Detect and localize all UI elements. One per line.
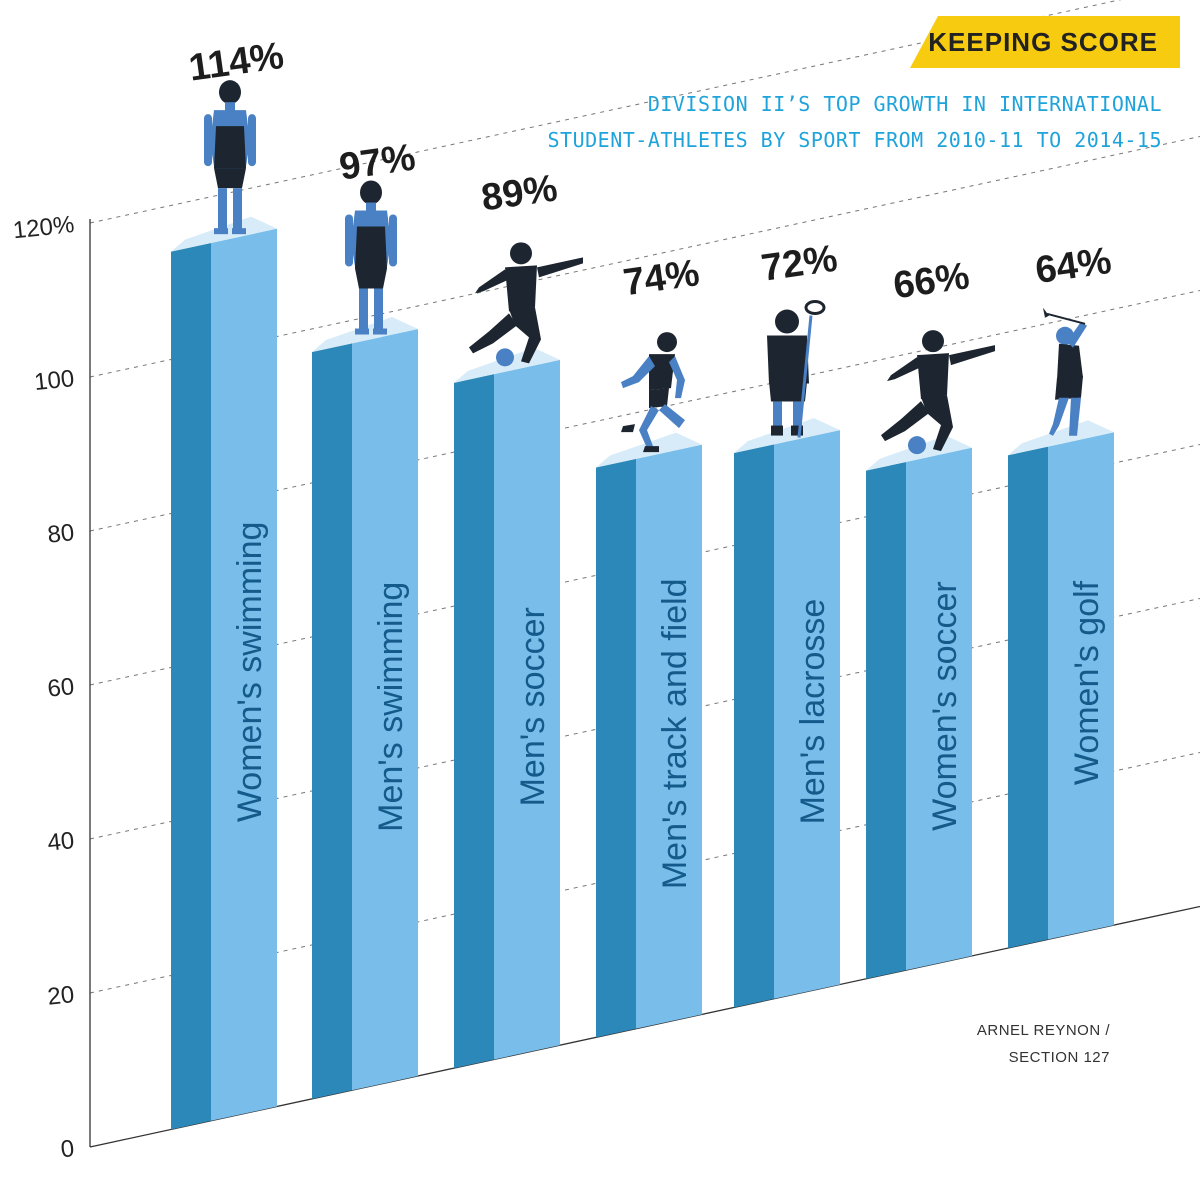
- bar-side: [734, 444, 774, 1008]
- bar-group: Men's swimming: [312, 317, 418, 1099]
- bar-side: [596, 458, 636, 1038]
- bar-group: Women's golf: [1008, 420, 1114, 949]
- bar: [211, 228, 277, 1121]
- bar-top: [734, 418, 840, 454]
- y-tick-label: 80: [46, 519, 75, 549]
- bar-group: Men's track and field: [596, 432, 702, 1038]
- value-label: 97%: [337, 137, 418, 189]
- bars: Women's swimming Men's swimming Men's socc…: [171, 216, 1114, 1130]
- bar: [494, 359, 560, 1060]
- y-tick-label: 60: [46, 673, 75, 703]
- bar: [906, 447, 972, 971]
- bar: [1048, 432, 1114, 940]
- bar: [636, 444, 702, 1029]
- bar-group: Women's swimming: [171, 216, 277, 1130]
- soccer-player-icon: [469, 242, 583, 367]
- y-tick-label: 40: [46, 827, 75, 857]
- value-label: 114%: [186, 35, 286, 90]
- bar-group: Women's soccer: [866, 435, 972, 979]
- soccer-player-icon: [881, 330, 995, 455]
- bar-side: [1008, 446, 1048, 949]
- y-axis: 0 20 40 60 80 100 120%: [12, 211, 91, 1163]
- bar-side: [312, 343, 352, 1099]
- athlete-figures: [204, 80, 1087, 455]
- bar-side: [454, 374, 494, 1069]
- bar-side: [866, 461, 906, 979]
- bar-group: Men's soccer: [454, 347, 560, 1069]
- y-tick-label: 100: [33, 365, 76, 396]
- category-label: Women's golf: [1068, 580, 1106, 785]
- y-tick-label: 0: [59, 1135, 75, 1163]
- chart-title-line-1: DIVISION II’S TOP GROWTH IN INTERNATIONA…: [647, 92, 1162, 116]
- bar-top: [1008, 420, 1114, 456]
- golfer-icon: [1043, 307, 1087, 436]
- category-label: Men's track and field: [656, 578, 694, 889]
- bar-side: [171, 242, 211, 1130]
- bar-group: Men's lacrosse: [734, 418, 840, 1008]
- category-label: Men's swimming: [372, 582, 410, 832]
- y-tick-label: 120%: [12, 211, 76, 244]
- value-label: 64%: [1033, 240, 1114, 292]
- swimmer-icon: [204, 80, 256, 235]
- bar: [774, 430, 840, 999]
- credit-line-2: SECTION 127: [1008, 1049, 1110, 1066]
- y-tick-label: 20: [46, 981, 75, 1011]
- category-label: Women's soccer: [926, 581, 964, 831]
- value-label: 89%: [479, 167, 560, 219]
- swimmer-icon: [345, 180, 397, 335]
- runner-icon: [621, 332, 685, 453]
- category-label: Women's swimming: [231, 522, 269, 823]
- value-label: 66%: [891, 255, 972, 307]
- chart-title-line-2: STUDENT-ATHLETES BY SPORT FROM 2010-11 T…: [547, 128, 1162, 152]
- category-label: Men's lacrosse: [794, 599, 832, 825]
- value-label: 74%: [621, 252, 702, 304]
- value-labels: 114% 97% 89% 74% 72% 66% 64%: [186, 35, 1114, 307]
- bar: [352, 329, 418, 1091]
- value-label: 72%: [759, 238, 840, 290]
- keeping-score-banner: KEEPING SCORE: [910, 16, 1180, 68]
- banner-text: KEEPING SCORE: [928, 26, 1158, 57]
- category-label: Men's soccer: [514, 607, 552, 806]
- lacrosse-player-icon: [767, 300, 826, 438]
- credit-line-1: ARNEL REYNON /: [976, 1022, 1110, 1039]
